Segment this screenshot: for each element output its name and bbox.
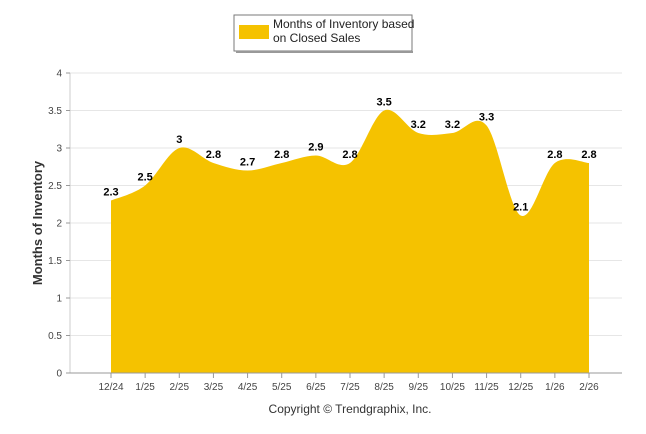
x-tick-label: 1/25: [135, 382, 155, 393]
data-label: 2.8: [274, 149, 289, 161]
data-labels: 2.3 2.5 3 2.8 2.7 2.8 2.9 2.8 3.5 3.2 3.2 3.3 2.1 2.8…: [103, 97, 596, 214]
area-series: [111, 109, 589, 374]
x-tick-label: 2/25: [170, 382, 190, 393]
x-tick-label: 3/25: [204, 382, 224, 393]
data-label: 3.3: [479, 112, 494, 124]
y-tick-label: 0: [56, 369, 62, 380]
y-tick-label: 1.5: [48, 256, 62, 267]
data-label: 3.5: [376, 97, 391, 109]
x-tick-label: 6/25: [306, 382, 326, 393]
legend-label-line2: on Closed Sales: [273, 31, 360, 45]
area-series-fill: [111, 109, 589, 374]
y-tick-label: 2: [56, 219, 62, 230]
legend[interactable]: Months of Inventory based on Closed Sale…: [233, 14, 414, 53]
x-tick-label: 10/25: [440, 382, 465, 393]
y-tick-label: 1: [56, 294, 62, 305]
data-label: 3.2: [411, 119, 426, 131]
data-label: 2.5: [137, 172, 152, 184]
legend-label-line1: Months of Inventory based: [273, 17, 414, 31]
data-label: 2.7: [240, 157, 255, 169]
legend-swatch: [239, 25, 269, 39]
data-label: 3: [176, 134, 182, 146]
data-label: 2.3: [103, 187, 118, 199]
x-tick-label: 11/25: [474, 382, 499, 393]
y-tick-label: 0.5: [48, 331, 62, 342]
y-tick-label: 4: [56, 69, 62, 80]
x-tick-label: 12/24: [98, 382, 123, 393]
data-label: 2.8: [206, 149, 221, 161]
y-tick-label: 3: [56, 144, 62, 155]
y-tick-label: 3.5: [48, 106, 62, 117]
data-label: 2.8: [547, 149, 562, 161]
x-tick-label: 8/25: [374, 382, 394, 393]
data-label: 2.8: [342, 149, 357, 161]
y-axis-ticks: 0 0.5 1 1.5 2 2.5 3 3.5 4: [48, 69, 70, 380]
x-tick-label: 5/25: [272, 382, 292, 393]
data-label: 2.1: [513, 202, 528, 214]
x-axis-ticks: 12/24 1/25 2/25 3/25 4/25 5/25 6/25 7/25 8/25 9/2…: [98, 373, 599, 393]
y-tick-label: 2.5: [48, 181, 62, 192]
x-tick-label: 4/25: [238, 382, 258, 393]
data-label: 2.9: [308, 142, 323, 154]
x-tick-label: 9/25: [409, 382, 429, 393]
x-tick-label: 2/26: [579, 382, 599, 393]
x-tick-label: 1/26: [545, 382, 565, 393]
y-axis-title: Months of Inventory: [30, 160, 45, 285]
data-label: 2.8: [581, 149, 596, 161]
copyright-credit: Copyright © Trendgraphix, Inc.: [269, 402, 432, 416]
data-label: 3.2: [445, 119, 460, 131]
x-tick-label: 12/25: [508, 382, 533, 393]
x-tick-label: 7/25: [340, 382, 360, 393]
